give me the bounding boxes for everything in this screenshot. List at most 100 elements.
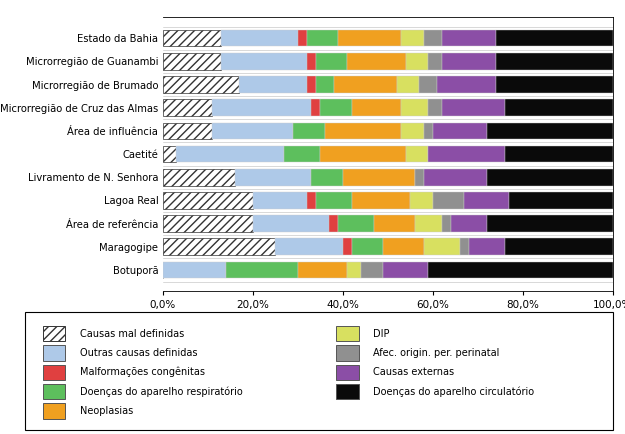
Bar xyxy=(336,365,359,380)
Bar xyxy=(226,262,298,278)
Bar xyxy=(162,146,176,162)
Bar xyxy=(298,30,306,46)
Bar xyxy=(338,30,401,46)
Bar xyxy=(320,99,351,116)
Bar xyxy=(396,76,419,93)
Bar xyxy=(221,30,298,46)
Bar xyxy=(401,30,424,46)
Bar xyxy=(162,192,252,209)
Bar xyxy=(212,99,311,116)
Bar xyxy=(324,122,401,139)
Bar xyxy=(42,384,65,399)
Bar xyxy=(432,122,486,139)
Bar xyxy=(162,76,239,93)
Bar xyxy=(306,53,316,70)
Bar xyxy=(419,76,437,93)
Bar xyxy=(316,76,334,93)
Bar xyxy=(504,146,612,162)
Bar xyxy=(464,192,509,209)
Text: Doenças do aparelho circulatório: Doenças do aparelho circulatório xyxy=(373,386,534,397)
Bar xyxy=(351,192,410,209)
Bar xyxy=(401,122,424,139)
Bar xyxy=(383,262,428,278)
Bar xyxy=(406,146,428,162)
Text: Causas externas: Causas externas xyxy=(373,367,454,377)
Text: DIP: DIP xyxy=(373,329,390,339)
Bar xyxy=(504,99,612,116)
Bar xyxy=(486,215,612,232)
Bar xyxy=(42,345,65,361)
Bar xyxy=(275,238,342,255)
Bar xyxy=(342,238,351,255)
Bar xyxy=(459,238,469,255)
Bar xyxy=(298,262,347,278)
Text: Malformações congênitas: Malformações congênitas xyxy=(79,367,204,378)
Bar xyxy=(347,53,406,70)
Bar xyxy=(414,215,441,232)
Bar xyxy=(347,262,361,278)
Bar xyxy=(496,30,612,46)
Bar xyxy=(334,76,396,93)
Bar xyxy=(374,215,414,232)
Bar xyxy=(410,192,432,209)
Bar xyxy=(316,192,351,209)
Bar xyxy=(424,122,432,139)
Bar xyxy=(311,169,342,186)
Bar xyxy=(176,146,284,162)
Bar xyxy=(336,326,359,341)
Bar xyxy=(486,122,612,139)
Bar xyxy=(428,146,504,162)
Bar xyxy=(424,30,441,46)
Bar xyxy=(441,99,504,116)
Bar xyxy=(284,146,320,162)
Bar xyxy=(496,53,612,70)
Bar xyxy=(469,238,504,255)
Bar xyxy=(42,365,65,380)
Text: Neoplasias: Neoplasias xyxy=(79,406,133,416)
Bar xyxy=(342,169,414,186)
Text: Outras causas definidas: Outras causas definidas xyxy=(79,348,197,358)
Bar xyxy=(162,122,212,139)
Bar xyxy=(486,169,612,186)
Bar xyxy=(162,215,252,232)
Bar xyxy=(311,99,320,116)
Bar xyxy=(496,76,612,93)
X-axis label: Porcentagem: Porcentagem xyxy=(336,316,439,329)
Bar xyxy=(441,215,451,232)
Bar xyxy=(383,238,424,255)
Bar xyxy=(162,99,212,116)
Bar xyxy=(306,192,316,209)
Bar xyxy=(428,99,441,116)
Text: Afec. origin. per. perinatal: Afec. origin. per. perinatal xyxy=(373,348,500,358)
Text: Causas mal definidas: Causas mal definidas xyxy=(79,329,184,339)
Bar xyxy=(401,99,428,116)
Bar xyxy=(351,99,401,116)
Bar xyxy=(414,169,424,186)
Bar xyxy=(253,215,329,232)
Bar xyxy=(509,192,612,209)
Bar xyxy=(42,403,65,418)
Bar xyxy=(441,30,496,46)
Bar xyxy=(239,76,306,93)
Bar xyxy=(428,53,441,70)
Bar xyxy=(432,192,464,209)
Bar xyxy=(162,169,234,186)
Bar xyxy=(428,262,612,278)
Bar xyxy=(351,238,383,255)
Bar xyxy=(504,238,612,255)
Bar xyxy=(293,122,324,139)
Bar xyxy=(306,30,338,46)
Bar xyxy=(212,122,293,139)
Bar xyxy=(437,76,496,93)
Bar xyxy=(234,169,311,186)
Bar xyxy=(162,30,221,46)
Bar xyxy=(162,53,221,70)
Bar xyxy=(406,53,428,70)
Bar xyxy=(316,53,347,70)
Bar xyxy=(329,215,338,232)
Bar xyxy=(336,345,359,361)
Bar xyxy=(441,53,496,70)
Bar xyxy=(221,53,306,70)
Bar xyxy=(424,238,459,255)
Bar xyxy=(451,215,486,232)
